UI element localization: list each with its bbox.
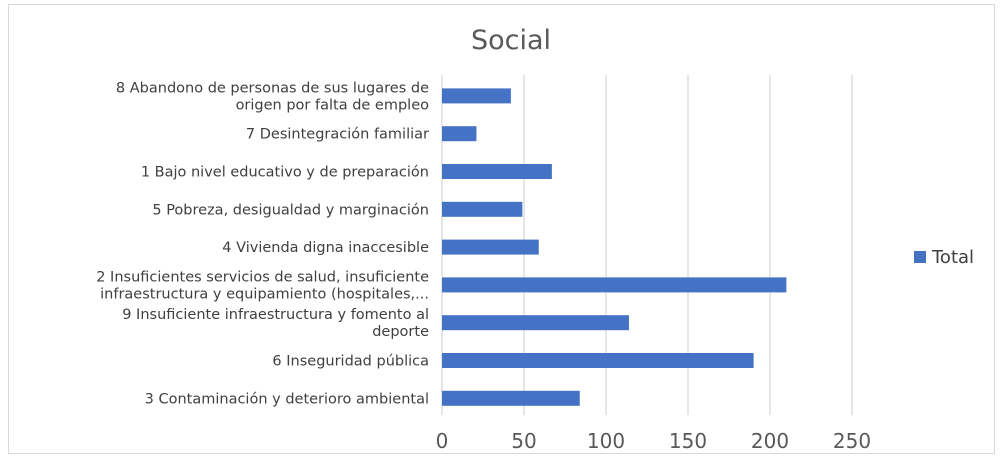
chart-title: Social bbox=[471, 25, 551, 56]
x-tick-label: 250 bbox=[833, 429, 871, 453]
legend: Total bbox=[914, 247, 974, 268]
category-label: 3 Contaminación y deterioro ambiental bbox=[145, 391, 429, 407]
category-label: 9 Insuficiente infraestructura y fomento… bbox=[122, 307, 429, 340]
category-label: 8 Abandono de personas de sus lugares de… bbox=[116, 80, 429, 113]
chart-container: Social 8 Abandono de personas de sus lug… bbox=[8, 4, 995, 454]
bar bbox=[442, 201, 523, 217]
bar bbox=[442, 126, 477, 142]
legend-swatch-total bbox=[914, 251, 926, 263]
category-label: 7 Desintegración familiar bbox=[246, 127, 429, 143]
category-label: 1 Bajo nivel educativo y de preparación bbox=[141, 165, 429, 181]
bar bbox=[442, 390, 580, 406]
bar-chart: Social 8 Abandono de personas de sus lug… bbox=[96, 25, 974, 453]
bar bbox=[442, 88, 511, 104]
x-axis-tick-labels: 0 50 100 150 200 250 bbox=[436, 429, 871, 453]
bar bbox=[442, 277, 787, 293]
category-label: 5 Pobreza, desigualdad y marginación bbox=[152, 202, 429, 218]
x-tick-label: 200 bbox=[751, 429, 789, 453]
bars bbox=[442, 88, 787, 406]
bar bbox=[442, 239, 539, 255]
bar bbox=[442, 353, 754, 368]
legend-label-total: Total bbox=[931, 247, 974, 268]
x-tick-label: 100 bbox=[587, 429, 625, 453]
category-labels: 8 Abandono de personas de sus lugares de… bbox=[96, 80, 429, 407]
bar bbox=[442, 164, 552, 179]
category-label: 2 Insuficientes servicios de salud, insu… bbox=[96, 269, 429, 302]
x-tick-label: 50 bbox=[511, 429, 536, 453]
x-tick-label: 0 bbox=[436, 429, 449, 453]
x-tick-label: 150 bbox=[669, 429, 707, 453]
bar bbox=[442, 315, 629, 331]
category-label: 4 Vivienda digna inaccesible bbox=[222, 240, 429, 256]
category-label: 6 Inseguridad pública bbox=[272, 354, 429, 370]
